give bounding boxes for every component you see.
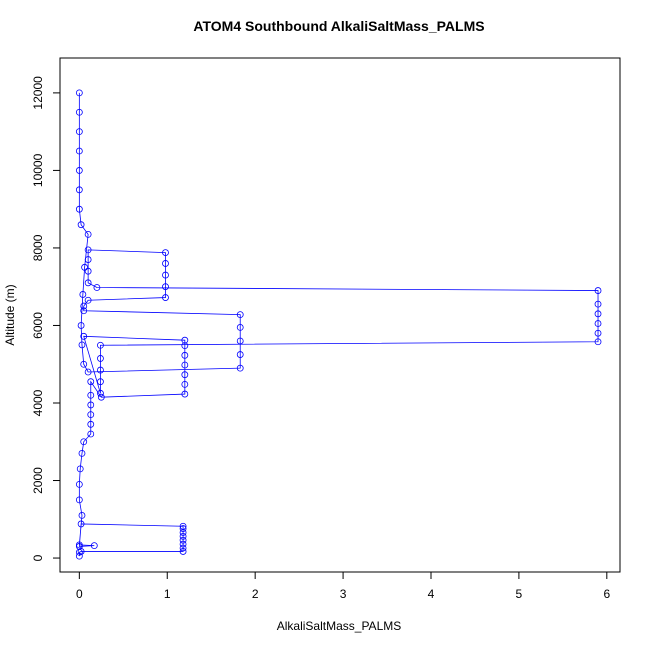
- data-point: [97, 366, 104, 374]
- data-point: [84, 256, 92, 263]
- data-point: [87, 378, 95, 386]
- data-point: [80, 332, 88, 340]
- data-point: [84, 279, 92, 287]
- data-point: [77, 548, 85, 555]
- data-point: [75, 541, 83, 549]
- data-point: [84, 296, 92, 304]
- data-point: [181, 351, 189, 359]
- data-point: [87, 391, 95, 399]
- y-axis-label: Altitude (m): [3, 284, 17, 345]
- x-tick-label: 2: [252, 587, 259, 601]
- y-tick-label: 10000: [31, 153, 45, 187]
- data-point: [80, 307, 88, 315]
- data-point: [594, 320, 602, 327]
- data-point: [90, 542, 98, 550]
- data-point: [84, 267, 92, 275]
- data-point: [179, 536, 187, 544]
- data-point: [84, 246, 92, 254]
- data-point: [80, 302, 88, 310]
- data-point: [78, 512, 86, 519]
- data-point: [97, 393, 105, 401]
- data-point: [80, 438, 88, 446]
- data-point: [179, 525, 187, 532]
- data-point: [179, 522, 187, 530]
- data-point: [79, 291, 87, 298]
- data-point: [78, 341, 86, 349]
- data-point: [181, 371, 189, 379]
- x-tick-label: 0: [76, 587, 83, 601]
- data-point: [179, 540, 187, 548]
- data-point: [87, 401, 95, 409]
- y-tick-label: 2000: [31, 467, 45, 494]
- y-tick-label: 12000: [31, 76, 45, 110]
- data-point: [78, 449, 86, 457]
- data-point: [162, 249, 169, 256]
- y-tick-label: 8000: [31, 234, 45, 261]
- data-point: [594, 329, 602, 337]
- data-point: [162, 260, 169, 267]
- data-point: [75, 480, 83, 488]
- data-point: [179, 532, 187, 540]
- data-point: [84, 230, 92, 238]
- data-point: [75, 552, 83, 560]
- data-point: [236, 324, 244, 331]
- data-point: [75, 108, 83, 116]
- data-point: [594, 287, 602, 294]
- data-point: [179, 544, 187, 552]
- data-point: [75, 167, 83, 174]
- data-point: [181, 342, 189, 350]
- data-point: [97, 341, 104, 349]
- data-point: [181, 380, 189, 388]
- data-point: [81, 263, 89, 271]
- data-point: [84, 368, 92, 376]
- data-point: [75, 128, 83, 136]
- data-point: [236, 351, 244, 358]
- data-point: [75, 205, 83, 213]
- data-point: [162, 271, 169, 279]
- data-point: [75, 496, 83, 504]
- data-point: [179, 548, 187, 555]
- y-tick-label: 6000: [31, 312, 45, 339]
- data-point: [594, 338, 602, 346]
- data-point: [181, 361, 189, 369]
- data-point: [93, 284, 101, 291]
- data-point: [236, 364, 244, 372]
- y-tick-label: 4000: [31, 389, 45, 416]
- data-point: [75, 186, 83, 194]
- data-point: [181, 390, 189, 398]
- x-tick-label: 1: [164, 587, 171, 601]
- data-point: [594, 310, 602, 318]
- chart-title: ATOM4 Southbound AlkaliSaltMass_PALMS: [193, 18, 484, 34]
- data-point: [87, 411, 95, 419]
- data-point: [80, 360, 88, 368]
- data-point: [87, 430, 95, 438]
- y-tick-label: 0: [31, 554, 45, 561]
- data-point: [181, 336, 189, 344]
- data-point: [75, 89, 83, 97]
- data-point: [77, 520, 85, 528]
- data-point: [87, 420, 95, 428]
- data-point: [594, 300, 602, 308]
- x-axis-label: AlkaliSaltMass_PALMS: [277, 619, 402, 633]
- data-point: [236, 337, 244, 345]
- data-point: [97, 389, 104, 397]
- x-tick-label: 5: [516, 587, 523, 601]
- data-point: [76, 465, 84, 473]
- data-point: [77, 221, 85, 229]
- connecting-line: [78, 92, 599, 557]
- data-point: [236, 311, 244, 319]
- x-tick-label: 6: [603, 587, 610, 601]
- x-tick-label: 4: [428, 587, 435, 601]
- data-point: [97, 378, 104, 386]
- data-point: [77, 322, 85, 329]
- x-tick-label: 3: [340, 587, 347, 601]
- data-point: [97, 355, 104, 362]
- data-point: [162, 283, 169, 291]
- data-point: [162, 294, 169, 301]
- data-point: [75, 147, 83, 155]
